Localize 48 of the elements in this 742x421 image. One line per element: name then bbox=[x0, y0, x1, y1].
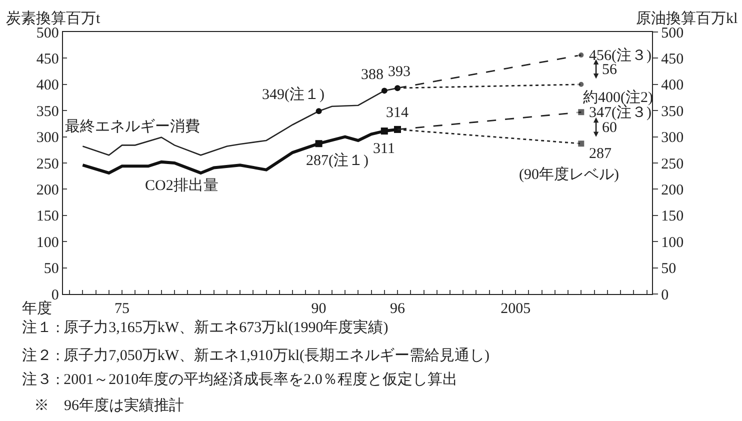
y2-axis-title: 原油換算百万kl bbox=[636, 10, 738, 27]
y2-tick-label: 400 bbox=[661, 78, 684, 94]
annotation: 311 bbox=[373, 141, 395, 157]
text: ※ 96年度は実績推計 bbox=[34, 397, 184, 414]
y-tick-label: 250 bbox=[36, 156, 59, 172]
annotation: 287(注１) bbox=[306, 152, 368, 169]
annotation: 56 bbox=[602, 62, 618, 78]
y-tick-label: 400 bbox=[36, 78, 59, 94]
y-tick-label: 350 bbox=[36, 104, 59, 120]
y-tick-label: 450 bbox=[36, 51, 59, 68]
y2-tick-label: 200 bbox=[661, 182, 684, 198]
text: 注１ : 原子力3,165万kW、新エネ673万kl(1990年度実績) bbox=[22, 319, 388, 336]
annotation: 347(注３) bbox=[589, 104, 652, 121]
annotation: 314 bbox=[386, 105, 409, 121]
y2-tick-label: 100 bbox=[661, 234, 684, 251]
y-tick-label: 100 bbox=[36, 234, 59, 251]
y2-tick-label: 500 bbox=[661, 25, 684, 42]
text: 注３ : 2001～2010年度の平均経済成長率を2.0％程度と仮定し算出 bbox=[22, 371, 458, 388]
y-tick-label: 200 bbox=[36, 182, 59, 198]
y-axis-title: 炭素換算百万t bbox=[6, 10, 101, 27]
annotation: (90年度レベル) bbox=[519, 166, 619, 183]
annotation: 349(注１) bbox=[262, 86, 324, 103]
series-label: 最終エネルギー消費 bbox=[65, 118, 200, 135]
text: 注２ : 原子力7,050万kW、新エネ1,910万kl(長期エネルギー需給見通し) bbox=[22, 347, 490, 364]
y2-tick-label: 300 bbox=[661, 130, 684, 146]
y-tick-label: 0 bbox=[51, 287, 59, 304]
y2-tick-label: 450 bbox=[661, 51, 684, 68]
y-tick-label: 150 bbox=[36, 208, 59, 225]
y2-tick-label: 150 bbox=[661, 208, 684, 225]
annotation: 60 bbox=[602, 120, 617, 136]
y-tick-label: 300 bbox=[36, 130, 59, 146]
y-tick-label: 500 bbox=[36, 25, 59, 42]
y2-tick-label: 350 bbox=[661, 104, 684, 120]
y-tick-label: 50 bbox=[44, 261, 59, 278]
x-axis-title: 年度 bbox=[22, 300, 52, 317]
y2-tick-label: 50 bbox=[661, 261, 676, 278]
annotation: 287 bbox=[589, 146, 612, 162]
x-tick-label: 90 bbox=[311, 301, 326, 318]
y2-tick-label: 250 bbox=[661, 156, 684, 172]
annotation: 388 bbox=[361, 67, 384, 83]
x-tick-label: 2005 bbox=[500, 301, 531, 318]
annotation: 約400(注2) bbox=[583, 89, 653, 106]
annotation: 456(注３) bbox=[589, 47, 652, 64]
series-label: CO2排出量 bbox=[145, 177, 218, 194]
x-tick-label: 96 bbox=[390, 301, 406, 318]
y2-tick-label: 0 bbox=[661, 287, 669, 304]
annotation: 393 bbox=[388, 64, 410, 80]
x-tick-label: 75 bbox=[114, 301, 130, 318]
